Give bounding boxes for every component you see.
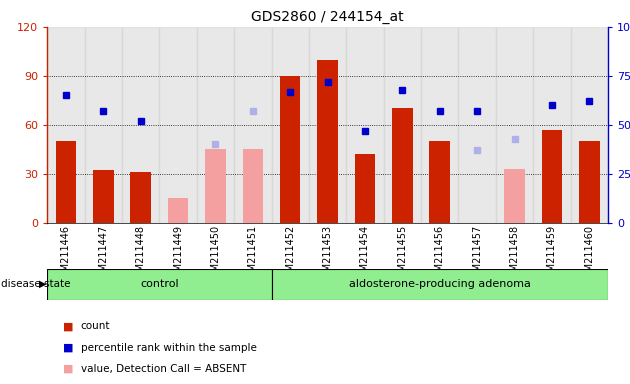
Text: percentile rank within the sample: percentile rank within the sample: [81, 343, 256, 353]
Text: GSM211458: GSM211458: [510, 225, 520, 284]
Text: disease state: disease state: [1, 279, 71, 289]
Text: GSM211455: GSM211455: [398, 225, 408, 284]
Text: GSM211450: GSM211450: [210, 225, 220, 284]
Text: GSM211457: GSM211457: [472, 225, 482, 284]
Bar: [93, 170, 113, 223]
Text: GSM211454: GSM211454: [360, 225, 370, 284]
Bar: [159, 27, 197, 223]
Text: GSM211447: GSM211447: [98, 225, 108, 284]
Bar: [355, 154, 375, 223]
Bar: [280, 76, 301, 223]
Bar: [542, 130, 562, 223]
Text: ■: ■: [63, 364, 74, 374]
Text: ■: ■: [63, 343, 74, 353]
Bar: [504, 169, 525, 223]
Text: GSM211448: GSM211448: [135, 225, 146, 284]
Bar: [533, 27, 571, 223]
Bar: [130, 172, 151, 223]
Bar: [122, 27, 159, 223]
Text: GSM211446: GSM211446: [61, 225, 71, 284]
Bar: [459, 27, 496, 223]
Bar: [55, 141, 76, 223]
Bar: [579, 141, 600, 223]
Text: GSM211451: GSM211451: [248, 225, 258, 284]
Bar: [234, 27, 272, 223]
Bar: [318, 60, 338, 223]
Text: control: control: [140, 279, 179, 289]
Text: GSM211449: GSM211449: [173, 225, 183, 284]
Bar: [272, 269, 608, 300]
Bar: [243, 149, 263, 223]
Text: value, Detection Call = ABSENT: value, Detection Call = ABSENT: [81, 364, 246, 374]
Bar: [47, 269, 272, 300]
Text: aldosterone-producing adenoma: aldosterone-producing adenoma: [349, 279, 530, 289]
Text: count: count: [81, 321, 110, 331]
Bar: [496, 27, 533, 223]
Bar: [309, 27, 346, 223]
Bar: [430, 141, 450, 223]
Text: GSM211452: GSM211452: [285, 225, 295, 284]
Text: ▶: ▶: [39, 279, 47, 289]
Bar: [205, 149, 226, 223]
Bar: [272, 27, 309, 223]
Bar: [346, 27, 384, 223]
Bar: [84, 27, 122, 223]
Text: GSM211460: GSM211460: [584, 225, 594, 284]
Bar: [168, 198, 188, 223]
Bar: [384, 27, 421, 223]
Bar: [47, 27, 84, 223]
Text: ■: ■: [63, 321, 74, 331]
Bar: [421, 27, 459, 223]
Bar: [392, 109, 413, 223]
Text: GSM211456: GSM211456: [435, 225, 445, 284]
Text: GSM211459: GSM211459: [547, 225, 557, 284]
Bar: [571, 27, 608, 223]
Bar: [197, 27, 234, 223]
Title: GDS2860 / 244154_at: GDS2860 / 244154_at: [251, 10, 404, 25]
Text: GSM211453: GSM211453: [323, 225, 333, 284]
